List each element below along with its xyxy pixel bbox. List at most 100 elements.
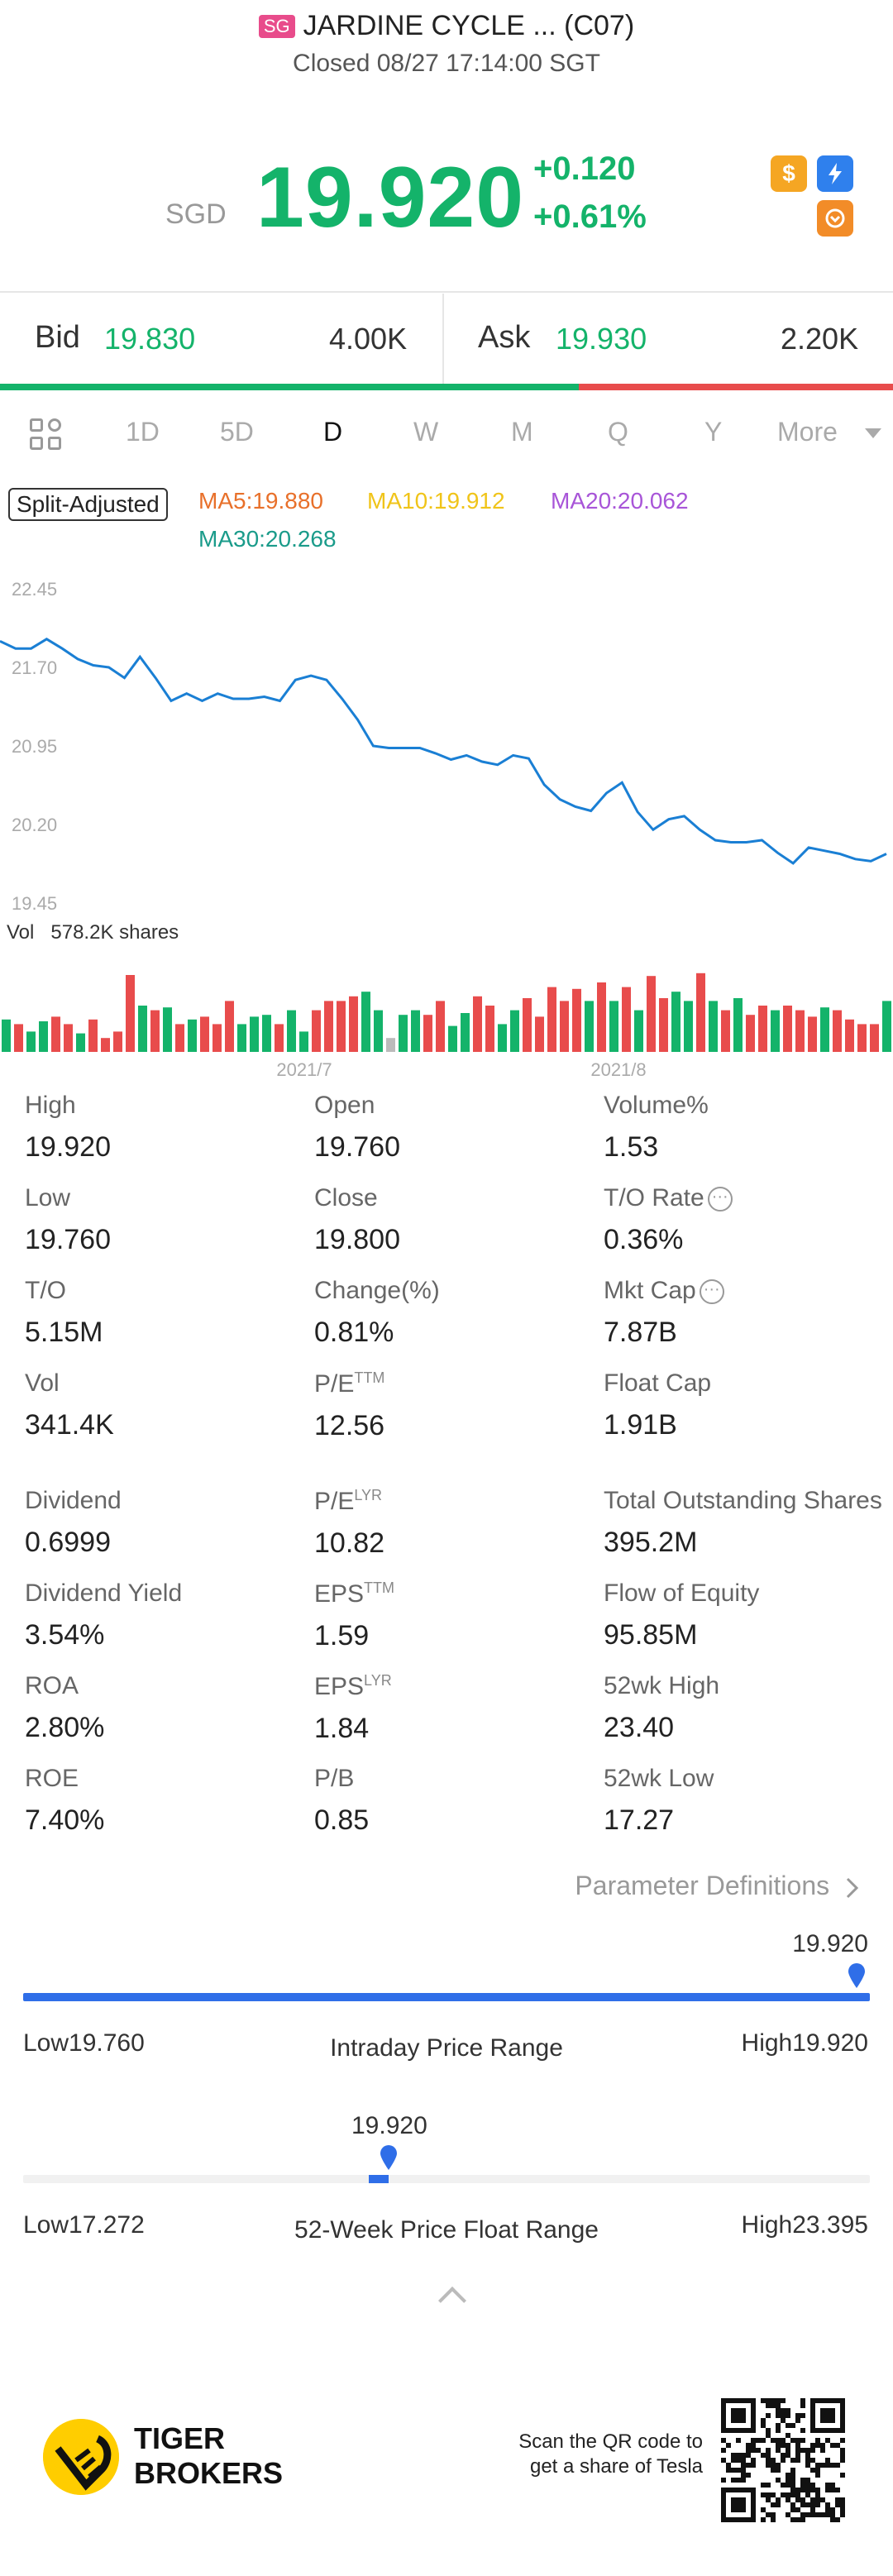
volume-bar bbox=[461, 1013, 470, 1052]
volume-bar bbox=[771, 1010, 780, 1052]
market-badge: SG bbox=[258, 14, 295, 38]
y-tick-label: 20.95 bbox=[12, 736, 57, 757]
vol-title: Vol bbox=[7, 921, 35, 944]
tab-1d[interactable]: 1D bbox=[126, 417, 160, 447]
stat-label: Total Outstanding Shares bbox=[604, 1487, 882, 1514]
parameter-definitions-link[interactable]: Parameter Definitions bbox=[575, 1871, 860, 1901]
divider bbox=[0, 291, 893, 293]
volume-bar bbox=[746, 1015, 755, 1052]
exchange-icon[interactable] bbox=[817, 200, 853, 237]
stat-label: EPSLYR bbox=[314, 1672, 392, 1700]
volume-bar bbox=[647, 976, 656, 1052]
volume-bar bbox=[833, 1010, 842, 1052]
y-tick-label: 21.70 bbox=[12, 657, 57, 678]
stat-label: 52wk High bbox=[604, 1672, 720, 1699]
stat-value: 12.56 bbox=[314, 1410, 385, 1441]
chevron-down-icon[interactable] bbox=[865, 428, 881, 440]
volume-bar bbox=[150, 1010, 160, 1052]
volume-bar bbox=[572, 988, 581, 1052]
stat-flow-of-equity: Flow of Equity 95.85M bbox=[604, 1580, 759, 1651]
chevron-up-icon[interactable] bbox=[438, 2287, 466, 2315]
volume-bar bbox=[523, 998, 532, 1052]
stat-dividend: Dividend 0.6999 bbox=[25, 1487, 122, 1559]
volume-bar bbox=[820, 1007, 829, 1052]
volume-bar bbox=[547, 987, 556, 1052]
volume-bar bbox=[845, 1019, 854, 1052]
volume-bar bbox=[684, 1001, 693, 1052]
week52-range-title: 52-Week Price Float Range bbox=[294, 2216, 599, 2244]
stat-roa: ROA 2.80% bbox=[25, 1672, 104, 1744]
stock-title[interactable]: JARDINE CYCLE ... (C07) bbox=[303, 10, 635, 41]
volume-bar bbox=[448, 1025, 457, 1052]
volume-bar bbox=[113, 1031, 122, 1052]
stat-label: EPSTTM bbox=[314, 1580, 395, 1608]
volume-bar bbox=[399, 1015, 408, 1052]
intraday-marker-value: 19.920 bbox=[792, 1930, 868, 1957]
stat-value: 3.54% bbox=[25, 1619, 105, 1651]
stat-t-o: T/O 5.15M bbox=[25, 1277, 103, 1349]
split-adjusted-button[interactable]: Split-Adjusted bbox=[8, 488, 168, 521]
tab-5d[interactable]: 5D bbox=[220, 417, 254, 447]
stat-open: Open 19.760 bbox=[314, 1092, 400, 1164]
stat-label: P/ELYR bbox=[314, 1487, 383, 1515]
market-status: Closed 08/27 17:14:00 SGT bbox=[293, 50, 600, 77]
volume-bar bbox=[349, 996, 358, 1052]
volume-bar bbox=[721, 1010, 730, 1052]
stat-volume-: Volume% 1.53 bbox=[604, 1092, 709, 1164]
stat-label: T/O bbox=[25, 1277, 66, 1304]
volume-bar bbox=[622, 987, 631, 1052]
stat-vol: Vol 341.4K bbox=[25, 1369, 114, 1441]
tab-y[interactable]: Y bbox=[704, 417, 723, 447]
stat-52wk-high: 52wk High 23.40 bbox=[604, 1672, 719, 1744]
stat-label: Mkt Cap ··· bbox=[604, 1277, 724, 1305]
x-tick-label: 2021/7 bbox=[276, 1059, 332, 1080]
lightning-icon[interactable] bbox=[817, 155, 853, 192]
volume-bar bbox=[361, 992, 370, 1052]
dollar-icon[interactable]: $ bbox=[771, 155, 807, 192]
volume-bar bbox=[188, 1019, 197, 1052]
week52-range-track bbox=[23, 2175, 870, 2183]
qr-code-icon[interactable] bbox=[721, 2398, 845, 2522]
stat-label: Low bbox=[25, 1184, 71, 1212]
volume-bar bbox=[213, 1024, 222, 1052]
stat-value: 0.81% bbox=[314, 1317, 394, 1348]
volume-bar bbox=[436, 1001, 445, 1052]
tab-w[interactable]: W bbox=[413, 417, 439, 447]
price-change-pct: +0.61% bbox=[533, 198, 647, 235]
volume-bar bbox=[758, 1006, 767, 1052]
stat-label: Vol bbox=[25, 1369, 60, 1397]
tab-more[interactable]: More bbox=[777, 417, 838, 447]
stat-label: Volume% bbox=[604, 1092, 709, 1119]
scan-line2: get a share of Tesla bbox=[529, 2455, 703, 2478]
price-chart[interactable]: 22.45 21.70 20.95 20.20 19.45 2021/7 2021/8 bbox=[0, 562, 893, 1092]
volume-bar bbox=[88, 1019, 98, 1052]
volume-bar bbox=[473, 996, 482, 1052]
stat-t-o-rate[interactable]: T/O Rate ··· 0.36% bbox=[604, 1184, 733, 1256]
tiger-brokers-logo bbox=[43, 2419, 119, 2495]
stat-label: P/ETTM bbox=[314, 1369, 385, 1398]
stat-value: 1.59 bbox=[314, 1620, 370, 1651]
volume-bar bbox=[485, 1006, 494, 1052]
volume-bar bbox=[225, 1001, 234, 1052]
stat-eps-lyr: EPSLYR 1.84 bbox=[314, 1672, 392, 1745]
volume-bar bbox=[126, 975, 135, 1052]
volume-bar bbox=[138, 1006, 147, 1052]
stat-value: 341.4K bbox=[25, 1409, 114, 1441]
stat-mkt-cap[interactable]: Mkt Cap ··· 7.87B bbox=[604, 1277, 724, 1349]
tab-m[interactable]: M bbox=[511, 417, 533, 447]
more-info-icon: ··· bbox=[699, 1279, 724, 1305]
tab-d[interactable]: D bbox=[323, 417, 343, 447]
stat-52wk-low: 52wk Low 17.27 bbox=[604, 1765, 714, 1837]
volume-bar bbox=[634, 1010, 643, 1052]
volume-bar bbox=[671, 992, 680, 1052]
stat-value: 1.53 bbox=[604, 1131, 659, 1163]
tab-q[interactable]: Q bbox=[608, 417, 628, 447]
volume-bar bbox=[39, 1021, 48, 1052]
stat-value: 1.91B bbox=[604, 1409, 677, 1441]
stat-roe: ROE 7.40% bbox=[25, 1765, 104, 1837]
stat-total-outstanding-shares: Total Outstanding Shares 395.2M bbox=[604, 1487, 882, 1559]
stat-label: Flow of Equity bbox=[604, 1580, 760, 1607]
week52-low: Low17.272 bbox=[23, 2211, 145, 2239]
stat-value: 95.85M bbox=[604, 1619, 698, 1651]
layout-grid-icon[interactable] bbox=[30, 418, 63, 452]
